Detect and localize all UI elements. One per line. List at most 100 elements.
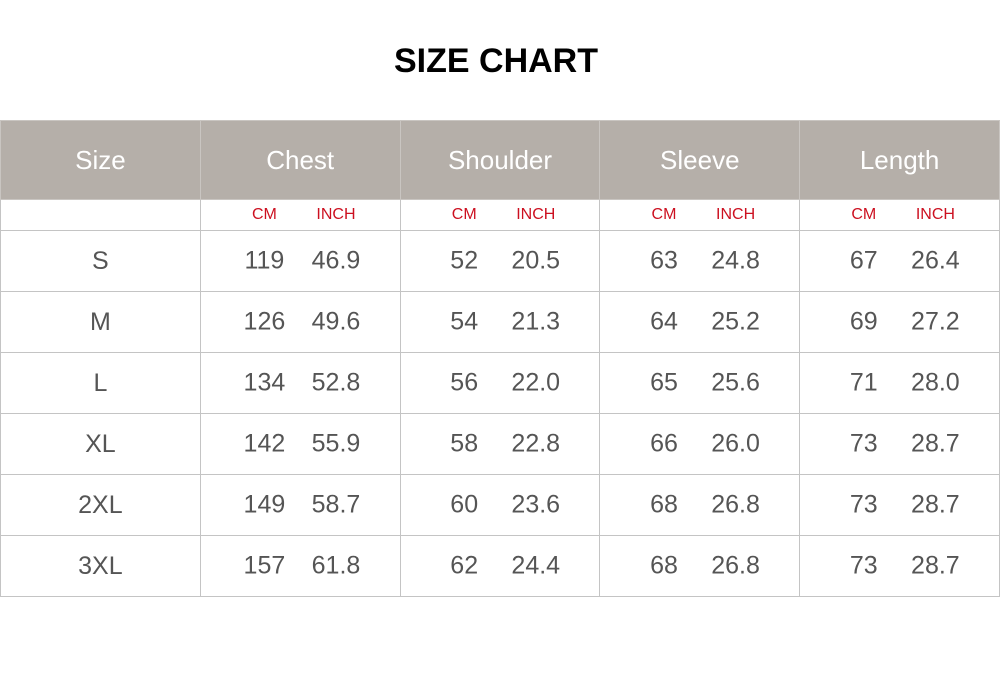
chest-cell: 119 46.9 [199,230,401,292]
size-chart-table: Size Chest Shoulder Sleeve Length CM INCH… [0,120,1000,597]
table-row: L 134 52.8 56 22.0 65 25.6 71 28.0 [0,352,1000,414]
sleeve-cm: 68 [650,551,678,580]
chest-cm: 134 [243,368,286,397]
sleeve-inch: 24.8 [711,246,760,275]
sleeve-inch: 25.6 [711,368,760,397]
size-cell: XL [0,413,201,475]
unit-cm: CM [451,206,477,223]
header-length: Length [799,120,1000,200]
length-cm: 73 [849,551,878,580]
length-cm: 73 [849,490,878,519]
size-cell: 2XL [0,474,201,536]
sleeve-cm: 63 [650,246,678,275]
sleeve-cell: 68 26.8 [599,535,801,597]
shoulder-cell: 56 22.0 [399,352,601,414]
chest-cm: 149 [243,490,286,519]
length-inch: 28.7 [911,551,960,580]
length-cell: 69 27.2 [799,291,1000,353]
table-row: M 126 49.6 54 21.3 64 25.2 69 27.2 [0,291,1000,353]
header-row: Size Chest Shoulder Sleeve Length [0,120,1000,200]
length-inch: 28.7 [911,490,960,519]
length-cell: 73 28.7 [799,474,1000,536]
chest-cm: 157 [243,551,286,580]
shoulder-inch: 24.4 [511,551,561,580]
chest-cm: 119 [244,246,285,275]
chest-inch: 55.9 [311,429,361,458]
unit-inch: INCH [716,206,756,223]
chest-cm: 126 [243,307,286,336]
sleeve-cell: 68 26.8 [599,474,801,536]
length-inch: 28.7 [911,429,960,458]
sleeve-cm: 64 [650,307,678,336]
chest-inch: 49.6 [311,307,361,336]
sleeve-inch: 26.0 [711,429,760,458]
unit-cm: CM [651,206,677,223]
shoulder-cm: 56 [450,368,479,397]
header-shoulder: Shoulder [399,120,601,200]
shoulder-cell: 54 21.3 [399,291,601,353]
length-inch: 27.2 [911,307,960,336]
units-row: CM INCH CM INCH CM INCH CM INCH [0,199,1000,231]
header-size: Size [0,120,201,200]
shoulder-inch: 20.5 [511,246,561,275]
sleeve-cm: 68 [650,490,678,519]
chest-cell: 142 55.9 [199,413,401,475]
unit-inch: INCH [516,206,556,223]
table-row: 3XL 157 61.8 62 24.4 68 26.8 73 28.7 [0,535,1000,597]
shoulder-cell: 60 23.6 [399,474,601,536]
sleeve-cm: 66 [650,429,678,458]
sleeve-cell: 66 26.0 [599,413,801,475]
table-row: S 119 46.9 52 20.5 63 24.8 67 26.4 [0,230,1000,292]
shoulder-inch: 23.6 [511,490,561,519]
chest-cm: 142 [243,429,286,458]
unit-cm: CM [251,206,277,223]
chest-inch: 58.7 [311,490,361,519]
shoulder-cell: 58 22.8 [399,413,601,475]
chest-cell: 157 61.8 [199,535,401,597]
units-empty [0,199,201,231]
length-inch: 26.4 [911,246,960,275]
table-row: XL 142 55.9 58 22.8 66 26.0 73 28.7 [0,413,1000,475]
chest-inch: 52.8 [311,368,361,397]
shoulder-cell: 62 24.4 [399,535,601,597]
size-cell: S [0,230,201,292]
length-cm: 73 [849,429,878,458]
chest-cell: 134 52.8 [199,352,401,414]
shoulder-cell: 52 20.5 [399,230,601,292]
chest-inch: 61.8 [311,551,361,580]
shoulder-cm: 62 [450,551,479,580]
sleeve-cell: 64 25.2 [599,291,801,353]
length-cm: 69 [849,307,878,336]
length-cell: 67 26.4 [799,230,1000,292]
sleeve-cell: 63 24.8 [599,230,801,292]
unit-cm: CM [851,206,877,223]
length-cell: 73 28.7 [799,535,1000,597]
chest-cell: 149 58.7 [199,474,401,536]
size-cell: 3XL [0,535,201,597]
chest-inch: 46.9 [311,246,361,275]
header-sleeve: Sleeve [599,120,801,200]
table-row: 2XL 149 58.7 60 23.6 68 26.8 73 28.7 [0,474,1000,536]
unit-inch: INCH [915,206,955,223]
shoulder-inch: 22.0 [511,368,561,397]
size-cell: M [0,291,201,353]
size-cell: L [0,352,201,414]
length-inch: 28.0 [911,368,960,397]
shoulder-inch: 22.8 [511,429,561,458]
shoulder-inch: 21.3 [511,307,561,336]
sleeve-cell: 65 25.6 [599,352,801,414]
shoulder-cm: 54 [450,307,479,336]
page-title: SIZE CHART [394,42,598,80]
sleeve-inch: 25.2 [711,307,760,336]
unit-inch: INCH [316,206,356,223]
length-cm: 71 [849,368,878,397]
chest-cell: 126 49.6 [199,291,401,353]
shoulder-cm: 58 [450,429,479,458]
sleeve-cm: 65 [650,368,678,397]
length-cell: 73 28.7 [799,413,1000,475]
shoulder-cm: 60 [450,490,479,519]
header-chest: Chest [199,120,401,200]
length-cell: 71 28.0 [799,352,1000,414]
shoulder-cm: 52 [450,246,479,275]
length-cm: 67 [849,246,878,275]
